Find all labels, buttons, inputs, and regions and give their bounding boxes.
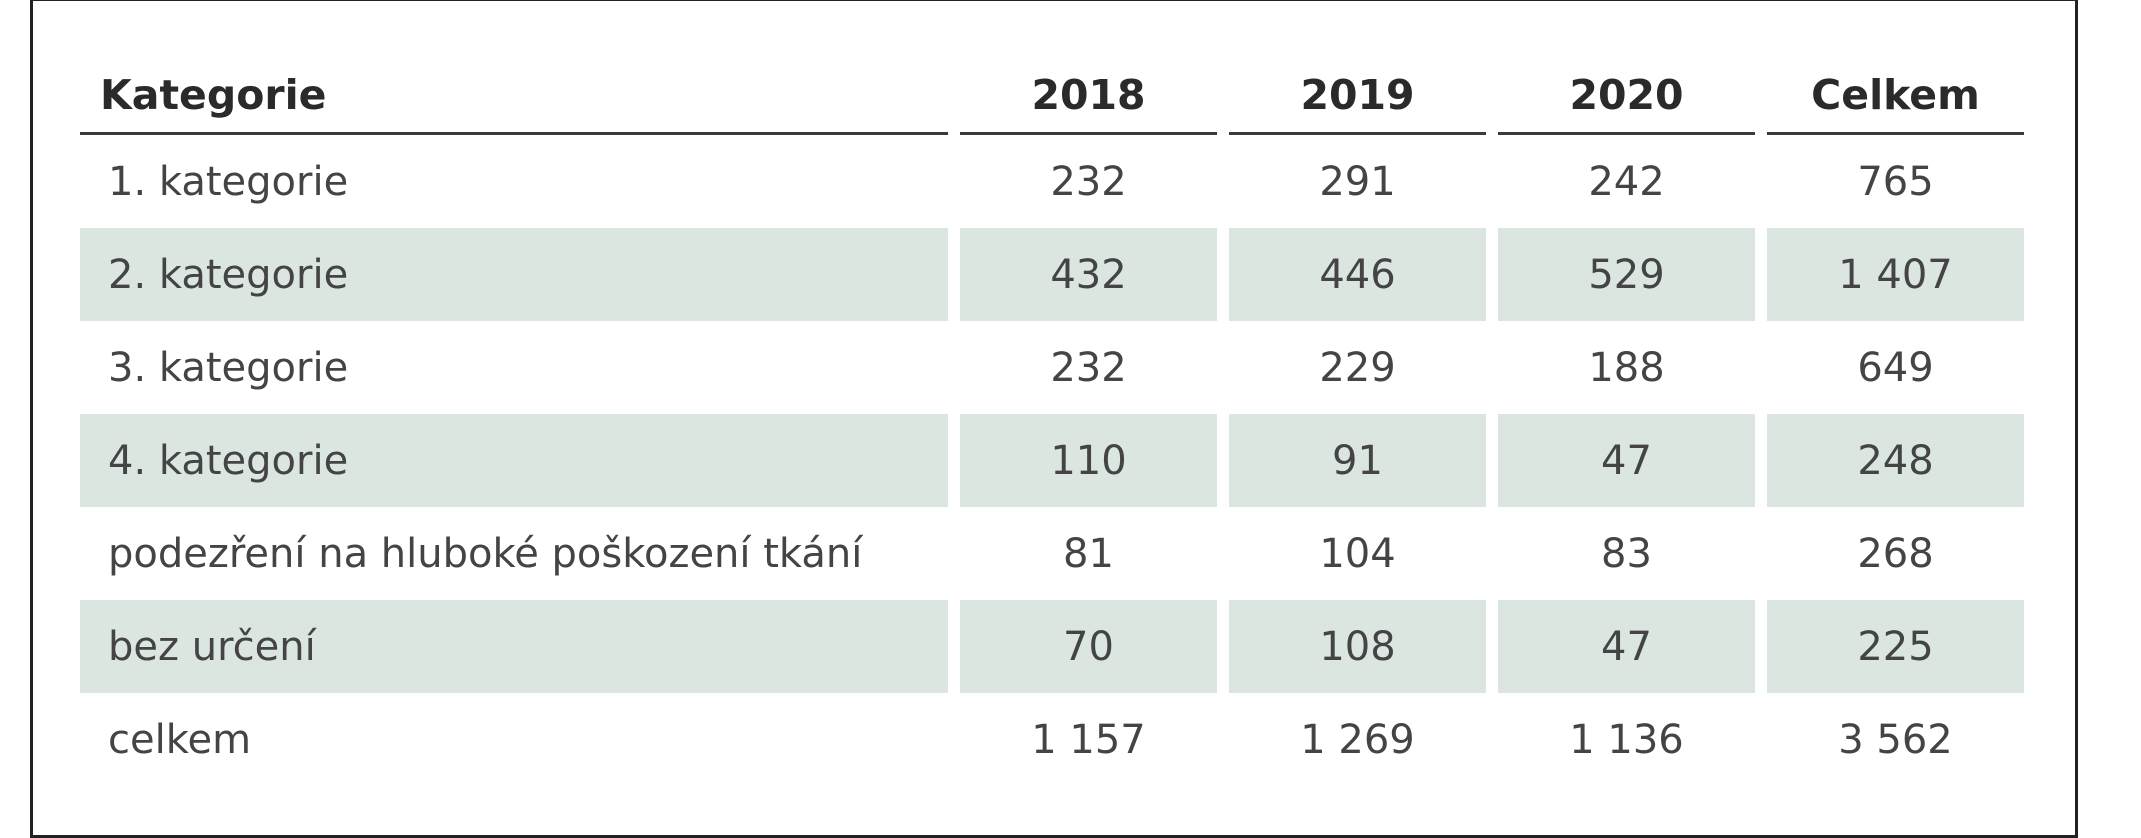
row-label: podezření na hluboké poškození tkání [108,530,863,577]
cell-value: 1 136 [1569,716,1684,763]
cell-value: 232 [1050,344,1127,391]
table-row: 2. kategorie 432 446 529 1 407 [80,228,2024,321]
cell-value: 446 [1229,228,1486,321]
row-label: 4. kategorie [80,414,948,507]
table-row: celkem 1 157 1 269 1 136 3 562 [80,693,2024,786]
table-row: bez určení 70 108 47 225 [80,600,2024,693]
header-cell-2019: 2019 [1229,58,1486,135]
cell-value: 83 [1601,530,1652,577]
cell-value: 108 [1229,600,1486,693]
row-label: 2. kategorie [80,228,948,321]
table-row: podezření na hluboké poškození tkání 81 … [80,507,2024,600]
cell-value: 649 [1857,344,1934,391]
cell-value: 91 [1229,414,1486,507]
table-row: 4. kategorie 110 91 47 248 [80,414,2024,507]
table-row: 3. kategorie 232 229 188 649 [80,321,2024,414]
cell-value: 47 [1498,600,1755,693]
cell-value: 291 [1319,158,1396,205]
header-cell-kategorie: Kategorie [80,58,948,135]
cell-value: 1 157 [1031,716,1146,763]
cell-value: 248 [1767,414,2024,507]
cell-value: 232 [1050,158,1127,205]
cell-value: 225 [1767,600,2024,693]
cell-value: 188 [1588,344,1665,391]
cell-value: 529 [1498,228,1755,321]
row-label: 3. kategorie [108,344,349,391]
cell-value: 1 269 [1300,716,1415,763]
cell-value: 70 [960,600,1217,693]
row-label: bez určení [80,600,948,693]
table-header: Kategorie 2018 2019 2020 Celkem [80,58,2024,135]
cell-value: 104 [1319,530,1396,577]
cell-value: 3 562 [1838,716,1953,763]
cell-value: 432 [960,228,1217,321]
data-table: Kategorie 2018 2019 2020 Celkem 1. kateg… [68,58,2036,786]
table-body: 1. kategorie 232 291 242 765 2. kategori… [80,135,2024,786]
cell-value: 47 [1498,414,1755,507]
header-row: Kategorie 2018 2019 2020 Celkem [80,58,2024,135]
cell-value: 110 [960,414,1217,507]
cell-value: 81 [1063,530,1114,577]
cell-value: 229 [1319,344,1396,391]
header-cell-celkem: Celkem [1767,58,2024,135]
cell-value: 268 [1857,530,1934,577]
cell-value: 1 407 [1767,228,2024,321]
header-cell-2020: 2020 [1498,58,1755,135]
row-label: celkem [108,716,252,763]
header-cell-2018: 2018 [960,58,1217,135]
table-row: 1. kategorie 232 291 242 765 [80,135,2024,228]
row-label: 1. kategorie [108,158,349,205]
cell-value: 242 [1588,158,1665,205]
cell-value: 765 [1857,158,1934,205]
